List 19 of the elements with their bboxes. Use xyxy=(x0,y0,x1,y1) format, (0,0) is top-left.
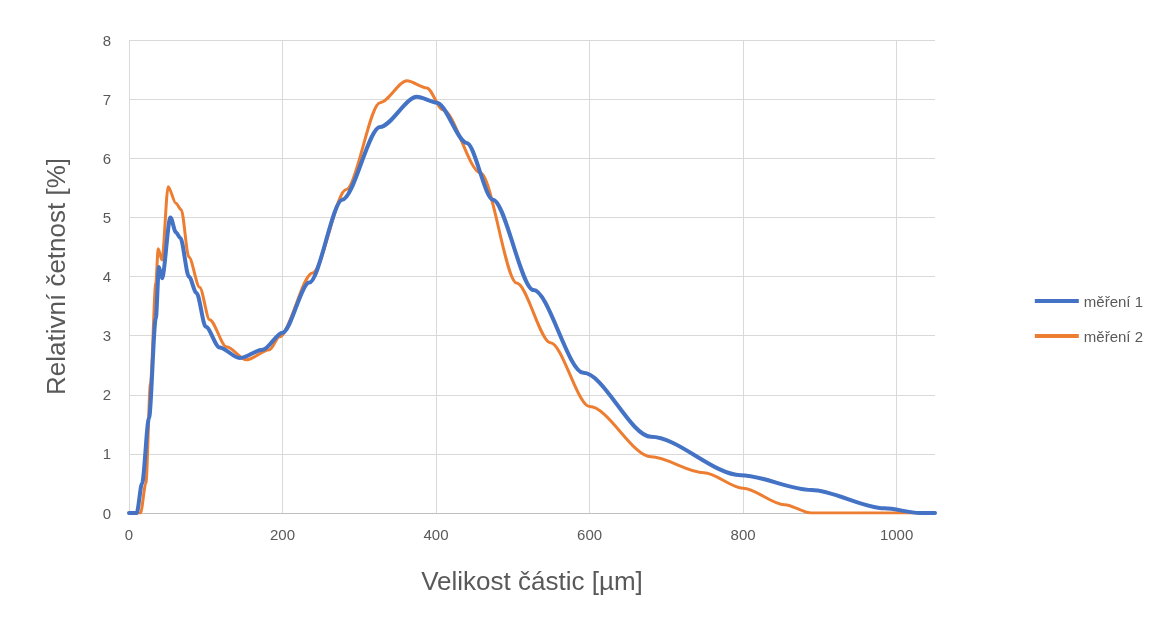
legend-label: měření 2 xyxy=(1083,327,1144,345)
y-tick-label: 3 xyxy=(102,327,111,345)
x-tick-label: 1000 xyxy=(879,526,914,543)
x-tick-label: 800 xyxy=(730,526,756,543)
x-axis-title: Velikost částic [µm] xyxy=(421,566,643,596)
y-tick-label: 1 xyxy=(102,445,111,463)
x-tick-label: 600 xyxy=(577,526,603,543)
y-tick-label: 0 xyxy=(102,504,111,522)
y-tick-label: 4 xyxy=(102,268,111,285)
y-tick-label: 8 xyxy=(102,31,111,49)
legend-label: měření 1 xyxy=(1083,292,1144,310)
x-tick-label: 400 xyxy=(423,526,449,543)
x-tick-label: 0 xyxy=(124,526,134,543)
y-tick-label: 7 xyxy=(102,90,111,108)
y-axis-title: Relativní četnost [%] xyxy=(41,158,71,395)
y-tick-label: 5 xyxy=(102,208,111,226)
y-tick-label: 2 xyxy=(102,386,111,404)
x-tick-label: 200 xyxy=(270,526,296,543)
y-tick-label: 6 xyxy=(102,149,111,167)
